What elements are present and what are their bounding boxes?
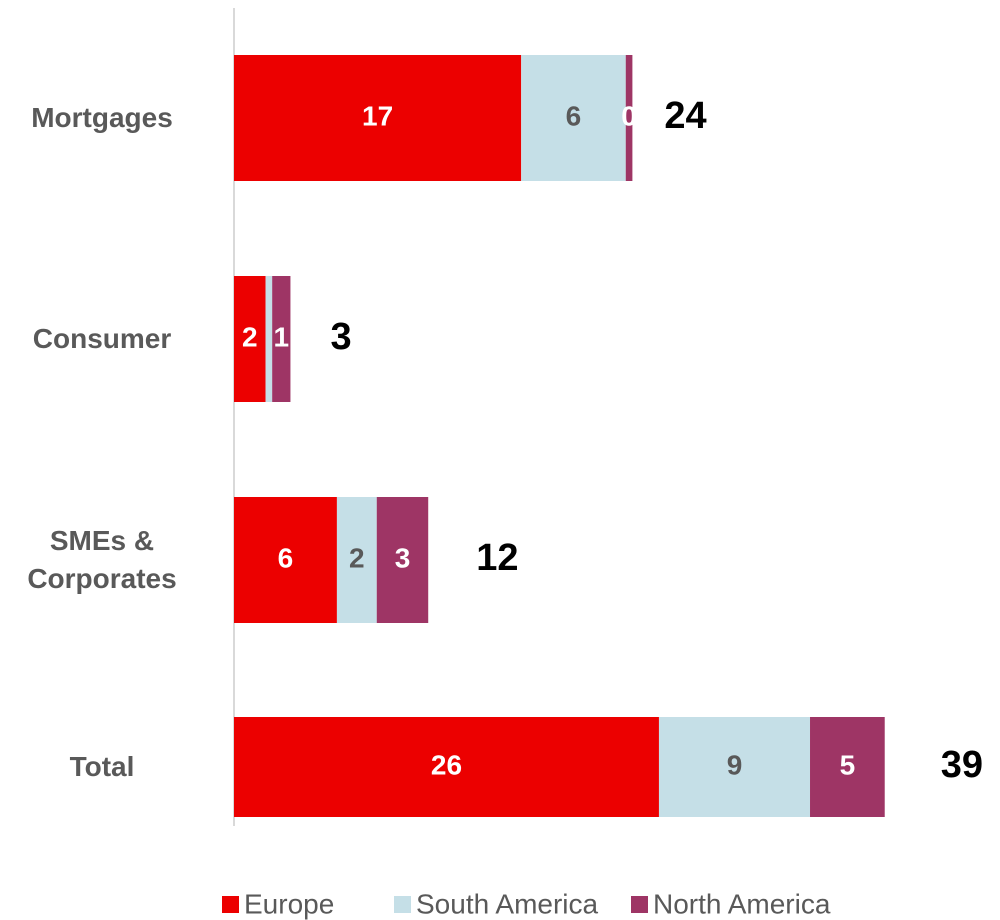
- data-label: 3: [395, 542, 411, 573]
- legend-swatch: [631, 896, 648, 913]
- bar-segment: [376, 497, 429, 623]
- data-label: 17: [362, 100, 393, 131]
- category-label: Total: [69, 751, 135, 782]
- data-label: 2: [242, 321, 258, 352]
- total-label: 12: [476, 537, 518, 579]
- legend-label: South America: [416, 888, 599, 919]
- legend-swatch: [394, 896, 411, 913]
- total-label: 3: [330, 316, 351, 358]
- bar-segment: [625, 55, 633, 181]
- category-label: Mortgages: [31, 102, 173, 133]
- legend-swatch: [222, 896, 239, 913]
- bar-segment: [521, 55, 626, 181]
- legend-label: North America: [653, 888, 831, 919]
- data-label: 26: [431, 749, 462, 780]
- legend-label: Europe: [244, 888, 334, 919]
- data-label: 1: [274, 321, 290, 352]
- bar-segment: [234, 717, 659, 817]
- total-label: 39: [941, 744, 983, 786]
- data-label: 5: [840, 749, 856, 780]
- bar-segment: [234, 55, 522, 181]
- total-label: 24: [664, 95, 706, 137]
- bar-segment: [658, 717, 811, 817]
- data-label: 0: [621, 100, 637, 131]
- data-label: 2: [349, 542, 365, 573]
- bar-segment: [336, 497, 377, 623]
- bar-segment: [810, 717, 885, 817]
- bar-segment: [234, 497, 337, 623]
- data-label: 9: [727, 749, 743, 780]
- category-label: SMEs & Corporates: [27, 525, 177, 594]
- bar-segment: [272, 276, 291, 402]
- category-label: Consumer: [32, 323, 172, 354]
- data-label: 6: [278, 542, 294, 573]
- bar-segment: [265, 276, 273, 402]
- data-label: 6: [566, 100, 582, 131]
- bar-segment: [234, 276, 266, 402]
